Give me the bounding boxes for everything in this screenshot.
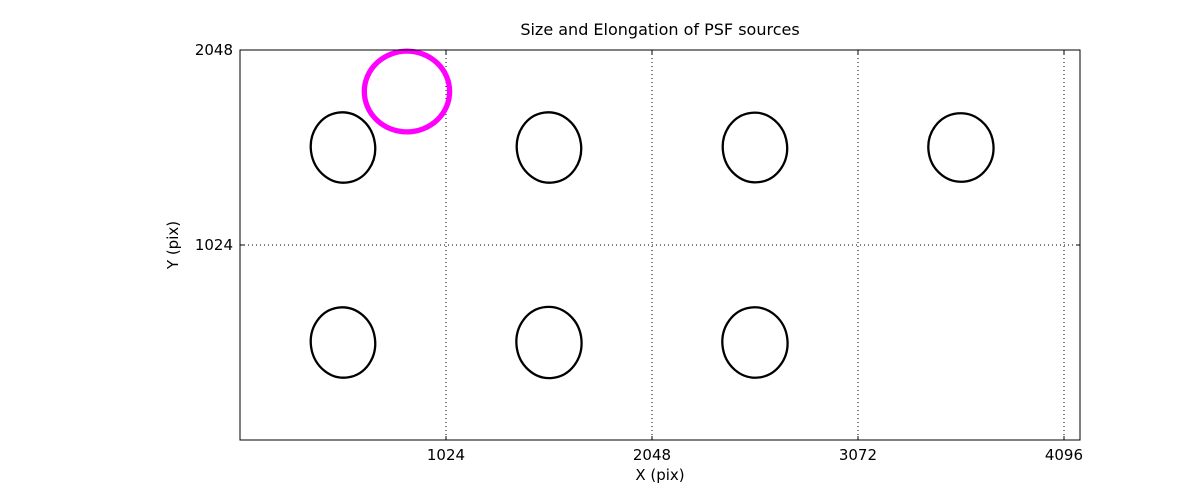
psf-ellipse bbox=[721, 111, 789, 184]
x-tick-label: 1024 bbox=[427, 446, 465, 464]
psf-ellipse bbox=[309, 306, 377, 379]
y-tick-label: 2048 bbox=[195, 41, 233, 59]
reference-circle bbox=[361, 48, 453, 135]
psf-ellipse bbox=[927, 112, 995, 183]
psf-ellipse bbox=[309, 111, 377, 184]
x-tick-label: 2048 bbox=[633, 446, 671, 464]
psf-ellipse bbox=[515, 111, 583, 184]
x-axis-label: X (pix) bbox=[635, 466, 685, 484]
psf-ellipse bbox=[515, 305, 583, 380]
x-tick-label: 4096 bbox=[1045, 446, 1083, 464]
chart-title: Size and Elongation of PSF sources bbox=[520, 20, 800, 39]
x-tick-label: 3072 bbox=[839, 446, 877, 464]
psf-ellipse bbox=[721, 306, 789, 379]
y-tick-label: 1024 bbox=[195, 236, 233, 254]
y-axis-label: Y (pix) bbox=[164, 220, 182, 270]
